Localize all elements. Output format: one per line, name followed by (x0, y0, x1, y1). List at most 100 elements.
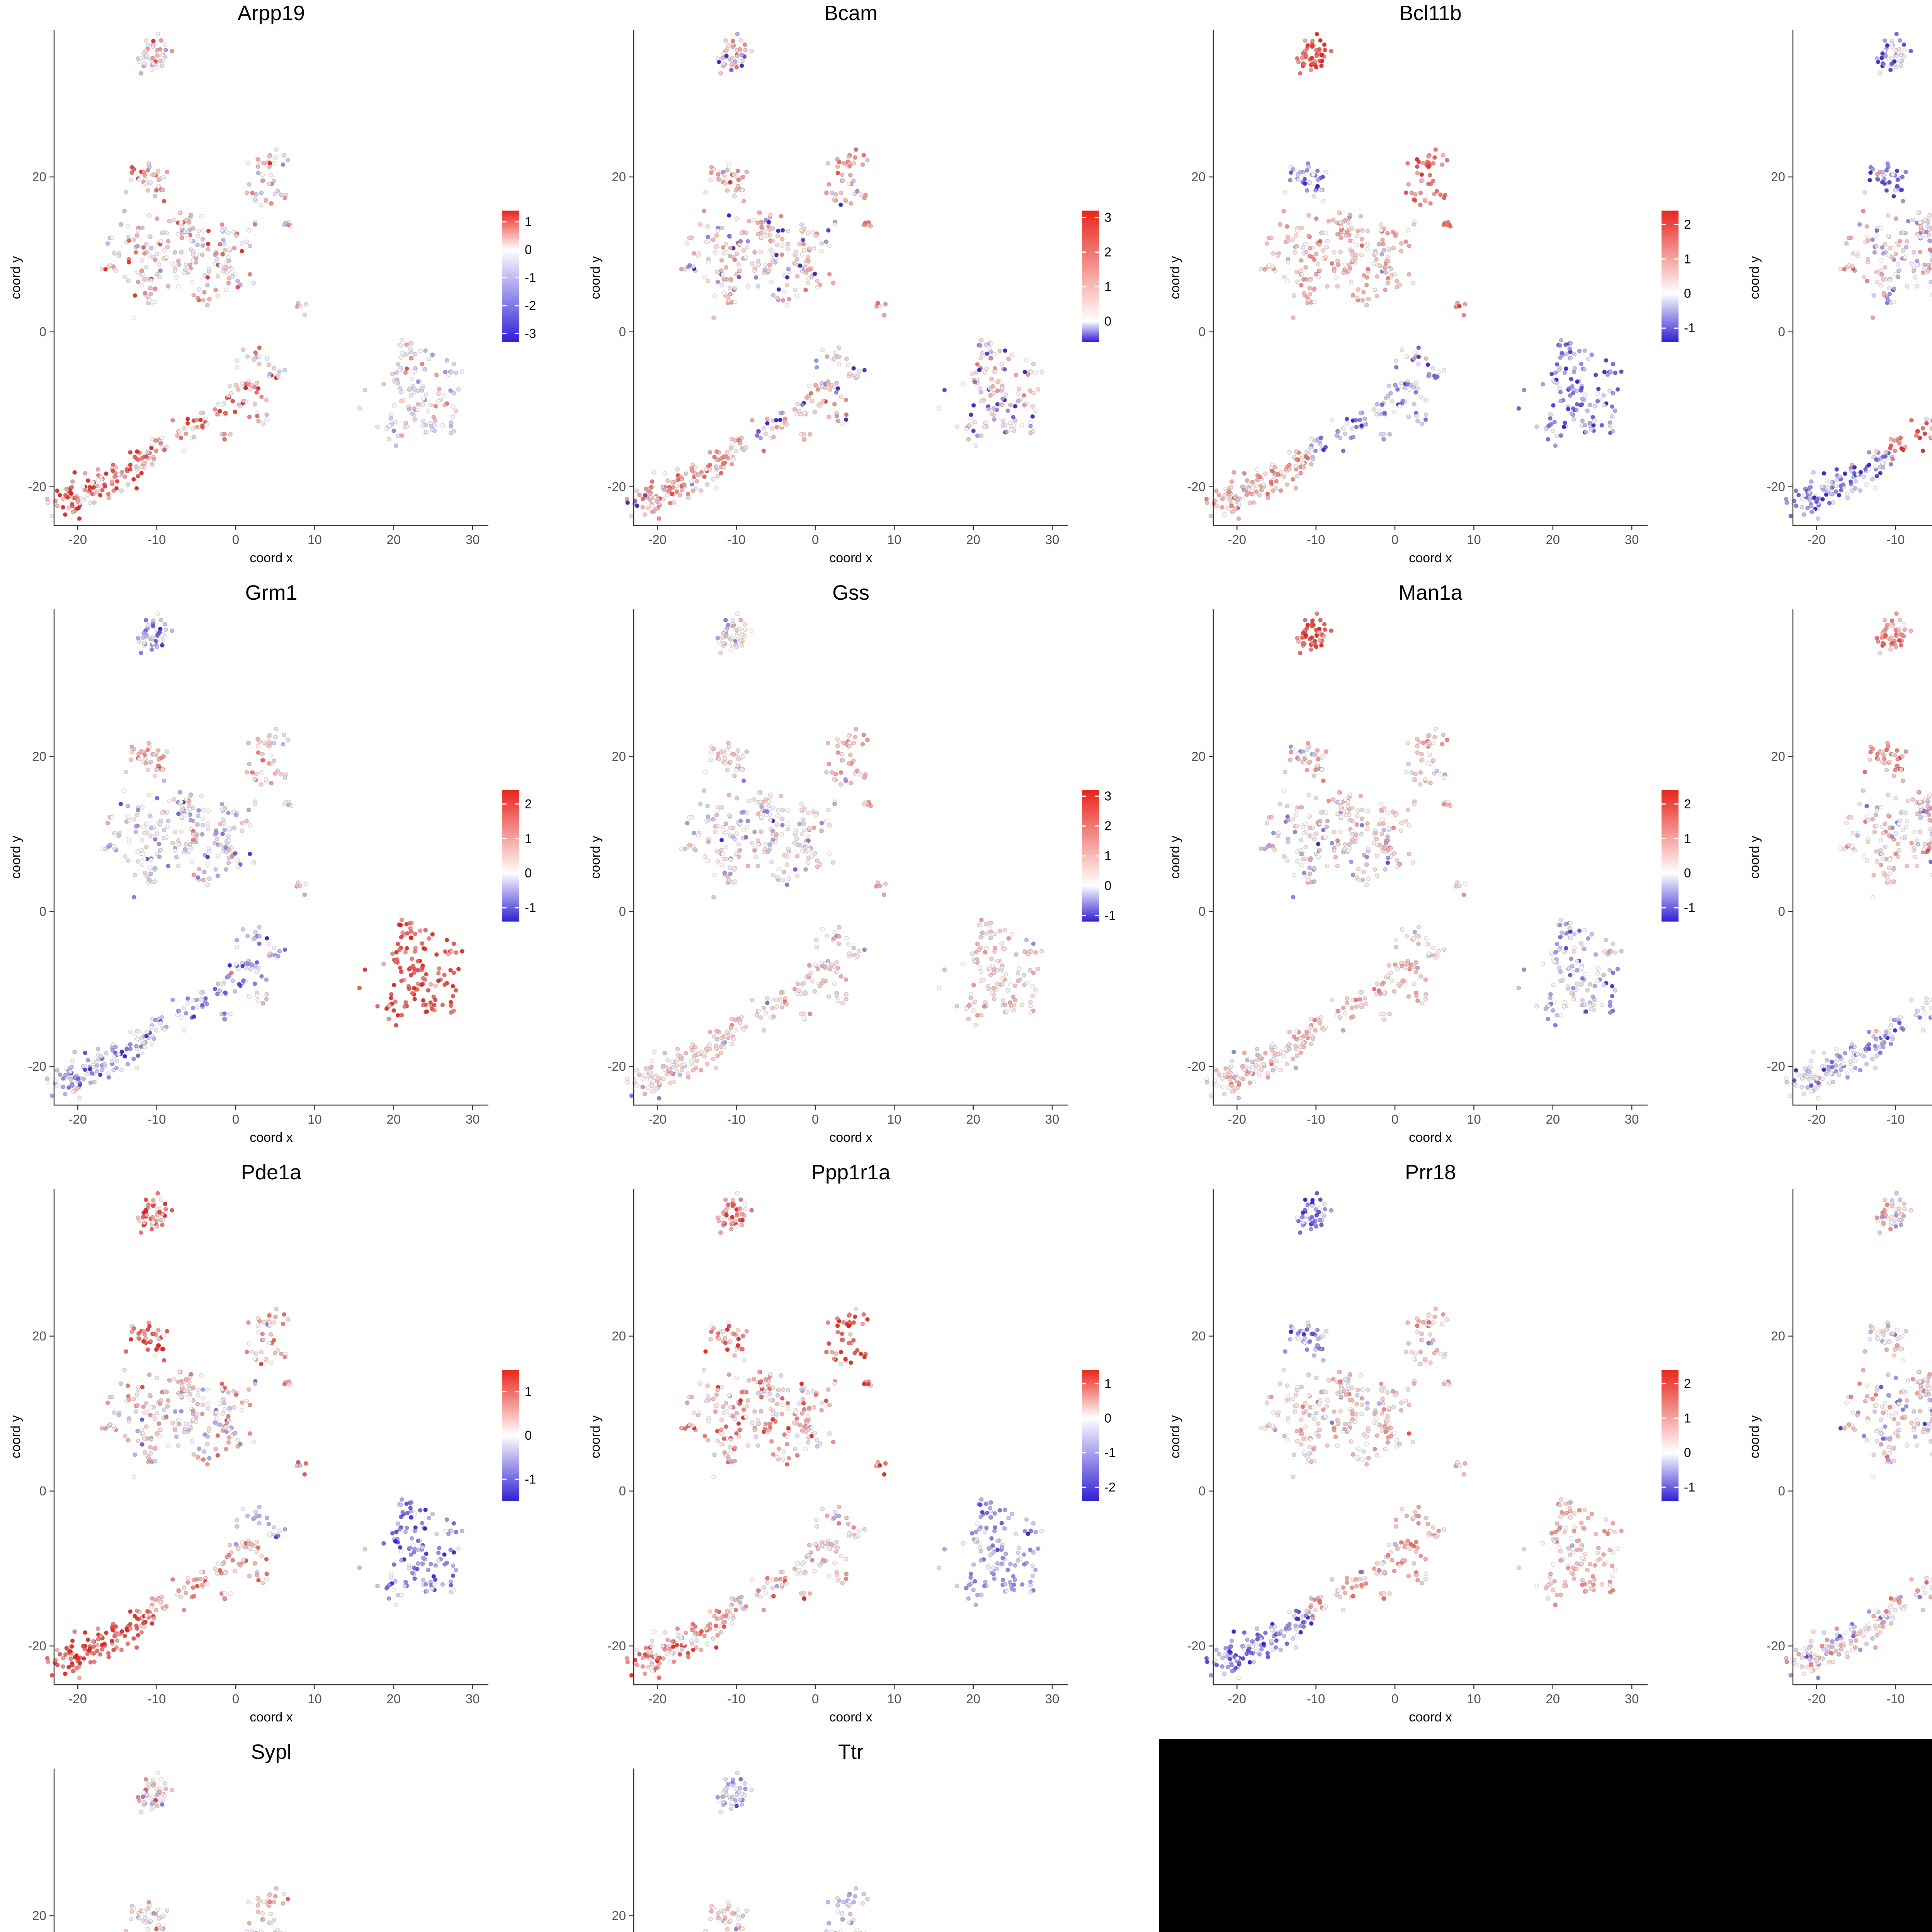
x-axis-label: coord x (829, 551, 872, 565)
svg-text:-20: -20 (648, 1112, 667, 1126)
svg-text:-20: -20 (28, 480, 46, 494)
points-layer (624, 611, 1044, 1100)
svg-text:0: 0 (1778, 325, 1785, 339)
svg-text:1: 1 (525, 214, 532, 229)
empty-cell (1739, 1739, 1932, 1932)
svg-text:0: 0 (39, 325, 46, 339)
svg-text:0: 0 (1104, 878, 1111, 893)
x-axis-label: coord x (829, 1710, 872, 1725)
y-axis-label: coord y (1747, 1415, 1762, 1459)
points-layer (624, 1191, 1044, 1680)
empty-cell (1159, 1739, 1739, 1932)
panel-title: Arpp19 (238, 2, 305, 25)
panel-title: Sypl (251, 1740, 291, 1764)
svg-text:20: 20 (966, 1112, 980, 1126)
colorbar-legend: 1 0 -1 -2 -3 (502, 211, 536, 342)
y-axis-label: coord y (1747, 836, 1762, 879)
points-layer (45, 1191, 464, 1680)
svg-text:1: 1 (525, 831, 532, 845)
y-axis-label: coord y (1168, 256, 1182, 299)
svg-text:2: 2 (1684, 217, 1691, 231)
svg-text:0: 0 (812, 1112, 819, 1126)
svg-text:-10: -10 (1307, 532, 1325, 547)
colorbar-legend: 10-1 (502, 1370, 536, 1501)
panel-title: Prr18 (1405, 1161, 1456, 1184)
svg-text:2: 2 (1104, 819, 1111, 833)
svg-text:0: 0 (525, 242, 532, 257)
svg-text:-20: -20 (68, 532, 87, 547)
svg-text:30: 30 (466, 1112, 480, 1126)
points-layer (124, 1770, 290, 1932)
svg-text:-1: -1 (525, 270, 536, 285)
svg-text:0: 0 (619, 325, 626, 339)
colorbar-legend: 210-1 (502, 790, 536, 922)
svg-text:0: 0 (1104, 314, 1111, 328)
svg-text:10: 10 (1467, 532, 1481, 547)
svg-text:1: 1 (1104, 849, 1111, 863)
points-layer (1784, 1191, 1932, 1680)
svg-text:0: 0 (812, 532, 819, 547)
points-layer (1204, 1191, 1624, 1680)
x-axis-label: coord x (250, 551, 293, 565)
y-axis-label: coord y (588, 1415, 603, 1459)
colorbar-legend: 10-1-2 (1082, 1370, 1116, 1501)
svg-text:-20: -20 (1767, 480, 1785, 494)
svg-text:3: 3 (1104, 789, 1111, 803)
svg-text:30: 30 (1625, 532, 1639, 547)
points-layer (703, 1770, 870, 1932)
panel-title: Bcam (824, 2, 878, 25)
svg-text:10: 10 (887, 532, 901, 547)
colorbar-legend: 210-1 (1662, 1370, 1695, 1501)
svg-text:-1: -1 (525, 900, 536, 915)
svg-text:10: 10 (308, 1112, 322, 1126)
svg-text:-20: -20 (607, 480, 626, 494)
svg-text:-10: -10 (148, 532, 166, 547)
colorbar-legend: 3 2 1 0 -1 (1082, 789, 1116, 923)
svg-text:20: 20 (386, 1112, 401, 1126)
svg-text:-10: -10 (148, 1112, 166, 1126)
svg-text:-20: -20 (648, 532, 667, 547)
panel-title: Man1a (1398, 581, 1463, 604)
svg-text:2: 2 (1104, 245, 1111, 259)
svg-text:0: 0 (1684, 286, 1691, 301)
x-axis-label: coord x (250, 1130, 293, 1145)
svg-text:-3: -3 (525, 326, 536, 340)
svg-text:-10: -10 (727, 1112, 746, 1126)
svg-text:-20: -20 (1228, 532, 1246, 547)
svg-text:1: 1 (1104, 279, 1111, 294)
svg-text:0: 0 (1199, 325, 1206, 339)
svg-text:0: 0 (619, 904, 626, 918)
x-axis-label: coord x (1409, 1130, 1452, 1145)
svg-text:-10: -10 (1886, 532, 1905, 547)
svg-text:-2: -2 (525, 298, 536, 313)
colorbar-legend: 3 2 1 0 (1082, 210, 1111, 342)
y-axis-label: coord y (9, 256, 23, 299)
svg-text:20: 20 (1771, 170, 1785, 184)
colorbar-legend: 210-1 (1662, 211, 1695, 342)
y-axis-label: coord y (9, 836, 23, 879)
colorbar-legend: 210-1 (1662, 790, 1695, 922)
